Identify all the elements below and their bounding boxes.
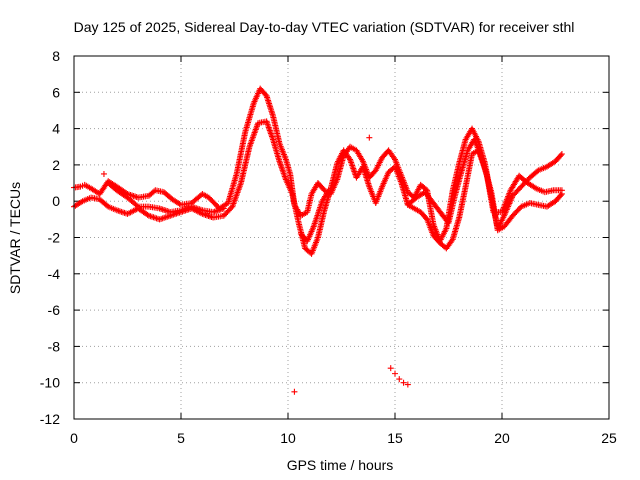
y-tick-label: -8 [48,338,61,354]
outlier-point [291,388,298,395]
x-tick-label: 5 [177,430,185,446]
outlier-point [366,134,373,141]
x-tick-label: 20 [494,430,510,446]
lower-trace-point [557,192,564,199]
y-axis-label: SDTVAR / TECUs [7,182,23,294]
y-tick-label: -10 [40,375,60,391]
middle-trace-point [133,202,140,209]
outlier-point [400,379,407,386]
x-tick-label: 25 [601,430,617,446]
y-tick-label: -6 [48,302,61,318]
middle-trace-point [558,187,565,194]
y-tick-label: -12 [40,411,60,427]
middle-trace-point [531,184,538,191]
plot-frame [73,55,610,420]
y-tick-label: -2 [48,230,61,246]
outlier-point [387,365,394,372]
grid [74,56,609,419]
lower-trace-point [78,199,85,206]
y-tick-label: 8 [52,48,60,64]
y-tick-label: 6 [52,84,60,100]
upper-trace-point [557,152,564,159]
outlier-point [396,376,403,383]
y-tick-label: 4 [52,121,60,137]
chart-title: Day 125 of 2025, Sidereal Day-to-day VTE… [74,19,575,35]
outlier-point [100,170,107,177]
middle-trace-point [220,205,227,212]
x-axis-label: GPS time / hours [287,457,394,473]
y-tick-label: 0 [52,193,60,209]
upper-trace-point [558,151,565,158]
y-tick-label: -4 [48,266,61,282]
y-tick-label: 2 [52,157,60,173]
x-tick-label: 0 [70,430,78,446]
x-tick-label: 15 [387,430,403,446]
middle-trace-point [325,187,332,194]
x-tick-label: 10 [280,430,296,446]
outlier-point [404,381,411,388]
lower-trace-point [144,211,151,218]
data-points [71,85,565,395]
outlier-point [392,370,398,377]
